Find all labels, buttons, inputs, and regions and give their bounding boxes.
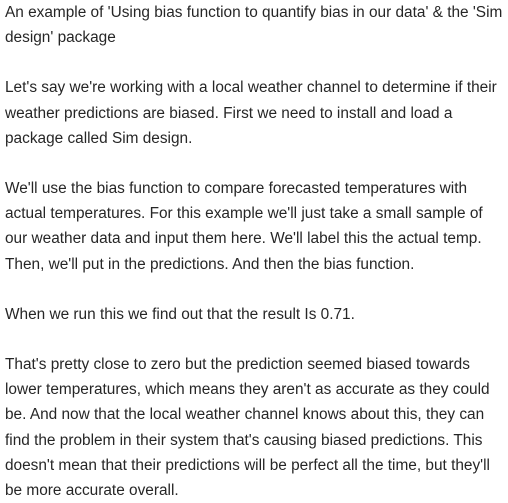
paragraph-conclusion: That's pretty close to zero but the pred… xyxy=(5,356,490,500)
paragraph-bias-function: We'll use the bias function to compare f… xyxy=(5,180,483,273)
paragraph-intro: Let's say we're working with a local wea… xyxy=(5,79,497,147)
document-heading: An example of 'Using bias function to qu… xyxy=(5,4,503,47)
paragraph-result: When we run this we find out that the re… xyxy=(5,305,355,323)
